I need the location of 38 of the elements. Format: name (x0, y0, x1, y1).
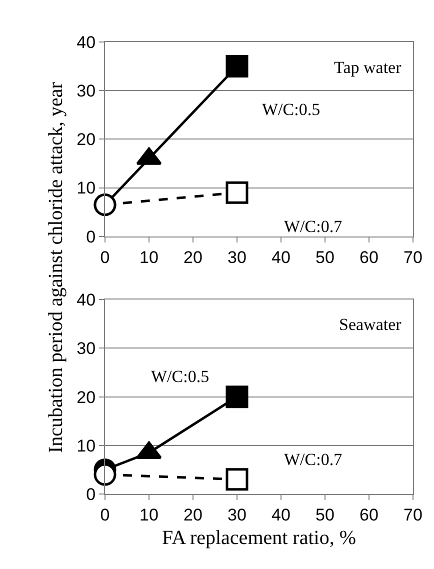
point (226, 181, 248, 204)
x-tick-label: 60 (360, 248, 378, 267)
x-tick-label: 50 (316, 248, 334, 267)
y-tick-label: 40 (76, 32, 96, 52)
x-axis-title: FA replacement ratio, % (162, 526, 356, 549)
x-tick-label: 40 (272, 248, 290, 267)
y-tick-label: 20 (76, 388, 96, 407)
x-tick-label: 10 (140, 505, 158, 524)
y-tick-label: 0 (86, 227, 96, 246)
y-tick-label: 20 (76, 130, 96, 150)
x-tick-label: 30 (228, 505, 246, 524)
x-tick-label: 10 (140, 248, 158, 267)
annotation: Seawater (339, 315, 402, 334)
text: W/C:0.7 (284, 450, 343, 469)
y-tick-label: 30 (76, 82, 96, 101)
x-tick-label: 20 (184, 248, 202, 267)
point (226, 386, 248, 408)
x-tick-label: 60 (360, 505, 378, 524)
x-tick-label: 30 (228, 248, 246, 267)
annotation: Tap water (334, 58, 402, 77)
point (226, 55, 248, 78)
series-label: W/C:0.5 (262, 100, 320, 119)
y-axis-title: Incubation period against chloride attack, year (45, 82, 67, 453)
x-tick-label: 70 (404, 248, 422, 267)
y-tick-label: 30 (76, 339, 96, 358)
series-label: W/C:0.5 (151, 367, 210, 386)
x-tick-label: 0 (100, 505, 110, 524)
y-tick-label: 10 (76, 178, 96, 198)
text: W/C:0.7 (284, 217, 343, 236)
x-tick-label: 0 (100, 248, 110, 267)
x-tick-label: 50 (316, 505, 334, 524)
x-tick-label: 20 (184, 505, 202, 524)
point (226, 468, 248, 491)
y-tick-label: 0 (86, 484, 96, 504)
x-tick-label: 40 (272, 505, 290, 524)
y-tick-label: 40 (76, 290, 96, 310)
y-tick-label: 10 (76, 436, 96, 456)
x-tick-label: 70 (404, 505, 422, 524)
